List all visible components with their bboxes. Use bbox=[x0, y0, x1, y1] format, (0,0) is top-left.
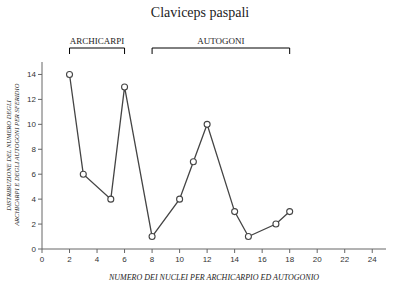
x-tick-label: 12 bbox=[203, 255, 212, 264]
bracket-end bbox=[289, 48, 290, 54]
bracket-end bbox=[124, 48, 125, 54]
point bbox=[273, 221, 279, 227]
y-tick bbox=[38, 199, 42, 200]
y-tick bbox=[38, 99, 42, 100]
x-axis-line bbox=[42, 249, 386, 250]
chart: Claviceps paspali02468101214161820222402… bbox=[0, 0, 400, 285]
title: Claviceps paspali bbox=[151, 5, 249, 20]
line bbox=[70, 74, 290, 236]
x-tick bbox=[344, 249, 345, 253]
x-tick-label: 2 bbox=[67, 255, 72, 264]
y-tick-label: 0 bbox=[32, 245, 37, 254]
x-tick bbox=[97, 249, 98, 253]
y-tick bbox=[38, 249, 42, 250]
y-tick bbox=[38, 224, 42, 225]
point bbox=[232, 209, 238, 215]
y-tick-label: 10 bbox=[27, 120, 36, 129]
y-tick-label: 6 bbox=[32, 170, 37, 179]
point bbox=[108, 196, 114, 202]
y-tick-label: 2 bbox=[32, 220, 37, 229]
x-tick bbox=[152, 249, 153, 253]
x-tick bbox=[69, 249, 70, 253]
y-tick-label: 14 bbox=[27, 70, 36, 79]
x-tick-label: 8 bbox=[150, 255, 155, 264]
x-tick bbox=[262, 249, 263, 253]
point bbox=[204, 121, 210, 127]
bracket-label: AUTOGONI bbox=[197, 36, 244, 46]
y-axis-line bbox=[42, 62, 43, 249]
x-tick-label: 10 bbox=[175, 255, 184, 264]
point bbox=[80, 171, 86, 177]
x-tick-label: 18 bbox=[285, 255, 294, 264]
point bbox=[177, 196, 183, 202]
x-tick-label: 16 bbox=[258, 255, 267, 264]
x-tick bbox=[207, 249, 208, 253]
y-tick bbox=[38, 124, 42, 125]
bracket-end bbox=[152, 48, 153, 54]
y-tick bbox=[38, 74, 42, 75]
chart-container: Claviceps paspali02468101214161820222402… bbox=[0, 0, 400, 285]
bracket bbox=[152, 48, 290, 49]
bracket-label: ARCHICARPI bbox=[70, 36, 125, 46]
bracket-end bbox=[69, 48, 70, 54]
y-tick-label: 8 bbox=[32, 145, 37, 154]
x-tick bbox=[42, 249, 43, 253]
x-tick-label: 0 bbox=[40, 255, 45, 264]
y-tick-label: 4 bbox=[32, 195, 37, 204]
point bbox=[149, 234, 155, 240]
point bbox=[122, 84, 128, 90]
point bbox=[67, 71, 73, 77]
point bbox=[287, 209, 293, 215]
x-axis-label: NUMERO DEI NUCLEI PER ARCHICARPIO ED AUT… bbox=[108, 273, 319, 282]
point bbox=[245, 234, 251, 240]
x-tick bbox=[179, 249, 180, 253]
x-tick-label: 22 bbox=[340, 255, 349, 264]
y-tick bbox=[38, 149, 42, 150]
x-tick bbox=[372, 249, 373, 253]
x-tick-label: 14 bbox=[230, 255, 239, 264]
x-tick-label: 6 bbox=[122, 255, 127, 264]
x-tick bbox=[124, 249, 125, 253]
x-tick bbox=[234, 249, 235, 253]
point bbox=[190, 159, 196, 165]
y-axis-label: DISTRIBUZIONE DEL NUMERO DEGLI ARCHICARP… bbox=[5, 83, 20, 227]
x-tick-label: 20 bbox=[313, 255, 322, 264]
x-tick bbox=[289, 249, 290, 253]
plot-area bbox=[67, 71, 293, 239]
x-tick bbox=[317, 249, 318, 253]
y-tick-label: 12 bbox=[27, 95, 36, 104]
x-tick-label: 24 bbox=[368, 255, 377, 264]
x-tick-label: 4 bbox=[95, 255, 100, 264]
y-tick bbox=[38, 174, 42, 175]
bracket bbox=[70, 48, 125, 49]
